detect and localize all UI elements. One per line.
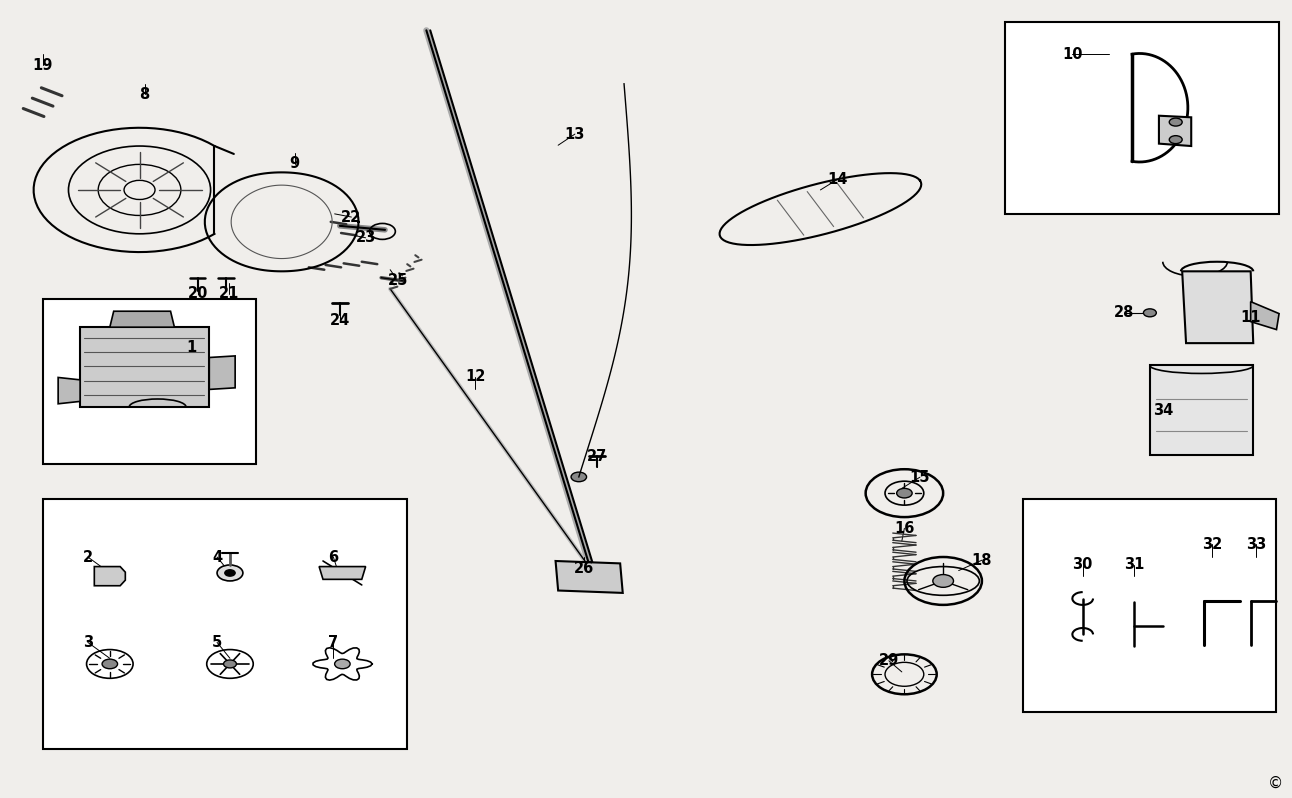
Text: 26: 26 bbox=[574, 561, 594, 575]
Text: 9: 9 bbox=[289, 156, 300, 171]
Text: 25: 25 bbox=[388, 274, 408, 288]
Text: 13: 13 bbox=[565, 127, 585, 141]
Text: 24: 24 bbox=[329, 314, 350, 328]
Bar bbox=[43, 299, 256, 464]
Bar bbox=[1023, 499, 1276, 712]
Text: 1: 1 bbox=[186, 340, 196, 354]
Polygon shape bbox=[1159, 116, 1191, 146]
Text: 8: 8 bbox=[140, 87, 150, 101]
Text: 21: 21 bbox=[218, 286, 239, 301]
Circle shape bbox=[1169, 118, 1182, 126]
Circle shape bbox=[1143, 309, 1156, 317]
Circle shape bbox=[580, 571, 601, 583]
Polygon shape bbox=[209, 356, 235, 389]
Polygon shape bbox=[556, 561, 623, 593]
Text: 3: 3 bbox=[83, 635, 93, 650]
Circle shape bbox=[217, 565, 243, 581]
Circle shape bbox=[224, 660, 236, 668]
Text: 5: 5 bbox=[212, 635, 222, 650]
Circle shape bbox=[225, 570, 235, 576]
Text: 15: 15 bbox=[910, 470, 930, 484]
Text: 2: 2 bbox=[83, 550, 93, 564]
Text: 28: 28 bbox=[1114, 306, 1134, 320]
Text: 34: 34 bbox=[1152, 404, 1173, 418]
Polygon shape bbox=[80, 327, 209, 407]
Circle shape bbox=[571, 472, 587, 482]
Circle shape bbox=[897, 488, 912, 498]
Polygon shape bbox=[110, 311, 174, 327]
Polygon shape bbox=[58, 377, 80, 404]
Text: 11: 11 bbox=[1240, 310, 1261, 325]
Text: 27: 27 bbox=[587, 449, 607, 464]
Text: 32: 32 bbox=[1202, 537, 1222, 551]
Text: 33: 33 bbox=[1245, 537, 1266, 551]
Polygon shape bbox=[1150, 365, 1253, 455]
Polygon shape bbox=[1182, 271, 1253, 343]
Text: 30: 30 bbox=[1072, 558, 1093, 572]
Text: 14: 14 bbox=[827, 172, 848, 187]
Text: 16: 16 bbox=[894, 521, 915, 535]
Text: 29: 29 bbox=[879, 654, 899, 668]
Text: 22: 22 bbox=[341, 210, 362, 224]
Text: 31: 31 bbox=[1124, 558, 1145, 572]
Text: 6: 6 bbox=[328, 550, 339, 564]
Bar bbox=[1005, 22, 1279, 214]
Text: 4: 4 bbox=[212, 550, 222, 564]
Text: 19: 19 bbox=[32, 58, 53, 73]
Circle shape bbox=[335, 659, 350, 669]
Text: 10: 10 bbox=[1062, 47, 1083, 61]
Circle shape bbox=[1169, 136, 1182, 144]
Text: 12: 12 bbox=[465, 369, 486, 384]
Text: ©: © bbox=[1267, 776, 1283, 791]
Circle shape bbox=[933, 575, 953, 587]
Text: 18: 18 bbox=[972, 553, 992, 567]
Circle shape bbox=[102, 659, 118, 669]
Text: 20: 20 bbox=[187, 286, 208, 301]
Text: 23: 23 bbox=[355, 231, 376, 245]
Polygon shape bbox=[319, 567, 366, 579]
Polygon shape bbox=[1251, 302, 1279, 330]
Polygon shape bbox=[94, 567, 125, 586]
Bar bbox=[43, 499, 407, 749]
Text: 7: 7 bbox=[328, 635, 339, 650]
